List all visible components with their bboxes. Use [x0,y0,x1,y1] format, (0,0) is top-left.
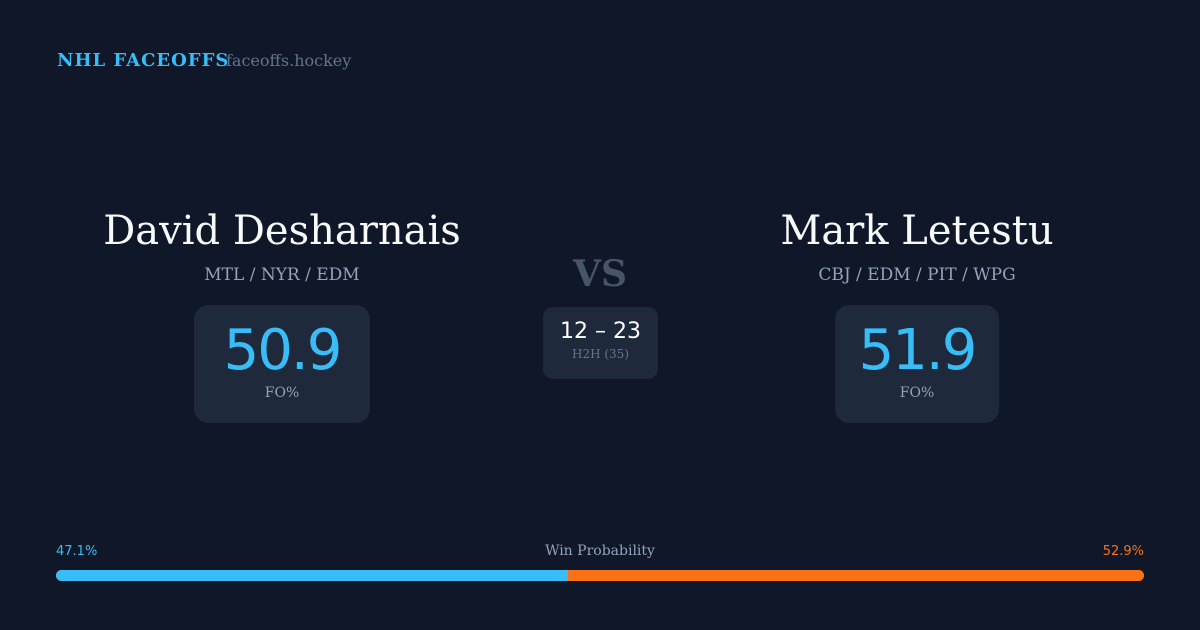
player-name: Mark Letestu [780,208,1054,254]
fo-stat-card: 51.9 FO% [835,305,999,423]
fo-label: FO% [264,385,300,401]
h2h-card: 12 – 23 H2H (35) [543,307,658,379]
fo-percentage: 50.9 [223,318,343,383]
player-left: David Desharnais MTL / NYR / EDM 50.9 FO… [52,205,512,423]
fo-stat-card: 50.9 FO% [194,305,370,423]
player-name: David Desharnais [103,208,461,254]
brand-title: NHL FACEOFFS [57,50,230,71]
win-prob-bar-right [568,570,1144,581]
player-right: Mark Letestu CBJ / EDM / PIT / WPG 51.9 … [687,205,1147,423]
h2h-label: H2H (35) [571,347,629,361]
win-prob-right: 52.9% [1102,544,1144,559]
h2h-score: 12 – 23 [560,319,641,344]
win-probability-bar [56,570,1144,581]
vs-label: VS [573,253,627,295]
win-prob-bar-left [56,570,569,581]
player-teams: MTL / NYR / EDM [204,265,360,285]
win-prob-left: 47.1% [56,544,98,559]
fo-percentage: 51.9 [858,318,978,383]
win-probability-label: Win Probability [545,543,655,559]
player-teams: CBJ / EDM / PIT / WPG [818,265,1016,285]
site-domain: faceoffs.hockey [226,51,352,70]
fo-label: FO% [899,385,935,401]
